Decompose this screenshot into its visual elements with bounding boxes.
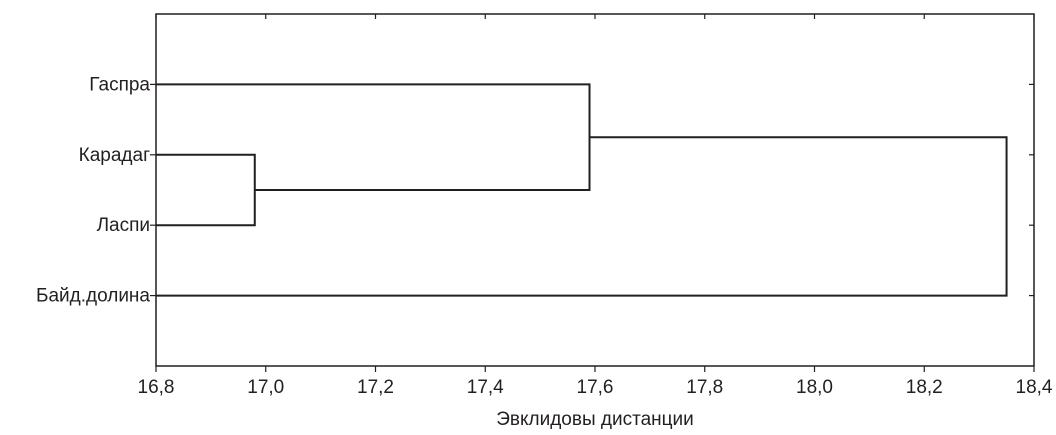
x-tick-label: 18,2 xyxy=(906,377,943,398)
leaf-label: Гаспра xyxy=(89,74,150,95)
leaf-labels: Гаспра Карадаг Ласпи Байд.долина xyxy=(36,74,150,306)
merge-link xyxy=(156,83,591,191)
dendrogram-links xyxy=(156,83,1008,297)
leaf-label: Карадаг xyxy=(79,145,150,166)
merge-link xyxy=(156,136,1008,297)
x-tick-label: 18,4 xyxy=(1016,377,1053,398)
x-axis-ticks: 16,8 17,0 17,2 17,4 17,6 17,8 18,0 18,2 18,4 xyxy=(138,14,1053,398)
x-tick-label: 17,8 xyxy=(686,377,723,398)
leaf-label: Байд.долина xyxy=(36,286,150,307)
x-tick-label: 17,6 xyxy=(577,377,614,398)
x-tick-label: 17,4 xyxy=(467,377,504,398)
x-tick-label: 17,2 xyxy=(357,377,394,398)
x-tick-label: 17,0 xyxy=(247,377,284,398)
x-axis-title: Эвклидовы дистанции xyxy=(496,409,694,430)
x-tick-label: 16,8 xyxy=(138,377,175,398)
x-tick-label: 18,0 xyxy=(796,377,833,398)
leaf-label: Ласпи xyxy=(97,215,150,236)
merge-link xyxy=(156,153,256,227)
